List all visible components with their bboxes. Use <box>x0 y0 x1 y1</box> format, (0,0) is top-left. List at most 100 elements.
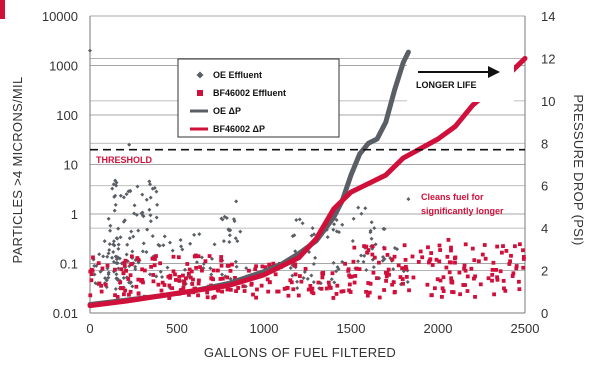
bf46002-effluent-point <box>513 244 517 249</box>
oe-effluent-point <box>148 219 153 224</box>
bf46002-effluent-point <box>326 280 331 285</box>
oe-effluent-point <box>147 272 152 277</box>
right-tick-label: 0 <box>541 306 548 321</box>
bf46002-effluent-point <box>390 257 395 262</box>
bf46002-effluent-point <box>154 254 158 258</box>
bf46002-effluent-point <box>182 279 187 284</box>
bf46002-effluent-point <box>205 290 210 295</box>
bf46002-effluent-point <box>152 263 157 268</box>
bf46002-effluent-point <box>162 283 167 287</box>
oe-effluent-point <box>361 259 366 264</box>
bf46002-effluent-point <box>392 254 397 259</box>
oe-effluent-point <box>136 228 141 233</box>
bf46002-effluent-point <box>521 265 526 270</box>
bf46002-effluent-point <box>254 264 258 269</box>
bf46002-effluent-point <box>354 266 359 271</box>
oe-effluent-point <box>135 184 140 189</box>
bf46002-effluent-point <box>89 278 94 283</box>
bf46002-effluent-point <box>89 272 94 277</box>
oe-effluent-point <box>160 275 165 280</box>
bf46002-effluent-point <box>271 261 276 266</box>
bf46002-effluent-point <box>215 268 220 273</box>
oe-effluent-point <box>158 269 163 274</box>
oe-effluent-point <box>130 249 135 254</box>
oe-effluent-point <box>197 232 202 237</box>
bf46002-effluent-point <box>469 266 474 271</box>
bf46002-effluent-point <box>121 271 126 276</box>
bf46002-effluent-point <box>127 292 131 297</box>
oe-effluent-point <box>313 255 318 260</box>
bf46002-effluent-point <box>171 269 176 274</box>
bf46002-effluent-point <box>303 266 308 271</box>
bf46002-effluent-point <box>282 286 287 291</box>
bf46002-effluent-point <box>346 268 351 273</box>
oe-effluent-point <box>331 260 336 265</box>
oe-effluent-point <box>124 192 129 197</box>
oe-effluent-point <box>141 214 146 219</box>
legend-label-bf46002-dp: BF46002 ΔP <box>213 124 265 134</box>
oe-effluent-point <box>108 223 113 228</box>
oe-effluent-point <box>124 252 129 257</box>
oe-effluent-point <box>178 238 183 243</box>
bf46002-effluent-point <box>142 268 147 273</box>
bf46002-effluent-point <box>432 286 437 291</box>
oe-effluent-point <box>127 142 132 147</box>
bf46002-effluent-point <box>418 249 423 254</box>
oe-effluent-point <box>110 186 115 191</box>
bf46002-effluent-point <box>495 244 500 249</box>
bf46002-effluent-point <box>462 263 467 268</box>
legend: OE Effluent BF46002 Effluent OE ΔP BF460… <box>177 58 340 138</box>
oe-effluent-point <box>111 250 116 255</box>
bf46002-effluent-point <box>438 278 443 283</box>
bf46002-effluent-point <box>173 278 178 282</box>
bf46002-effluent-point <box>159 288 164 293</box>
bf46002-effluent-point <box>370 252 375 257</box>
oe-effluent-point <box>233 236 238 241</box>
oe-effluent-point <box>234 264 239 269</box>
bf46002-effluent-point <box>181 273 185 278</box>
oe-effluent-point <box>368 230 373 235</box>
bf46002-effluent-point <box>450 290 454 294</box>
right-tick-label: 6 <box>541 179 548 194</box>
bf46002-effluent-point <box>267 262 272 267</box>
bf46002-effluent-point <box>185 262 190 266</box>
bf46002-effluent-point <box>386 267 391 272</box>
oe-effluent-point <box>112 208 117 213</box>
bf46002-effluent-point <box>472 276 476 281</box>
oe-effluent-point <box>199 255 204 260</box>
bf46002-effluent-point <box>119 286 123 290</box>
bf46002-effluent-point <box>331 296 336 300</box>
oe-effluent-point <box>111 259 116 264</box>
oe-effluent-point <box>311 280 316 285</box>
bf46002-effluent-point <box>504 248 509 253</box>
bf46002-effluent-point <box>465 274 470 279</box>
bf46002-effluent-point <box>311 291 316 296</box>
left-tick-label: 0.1 <box>60 257 78 272</box>
oe-effluent-point <box>310 226 315 231</box>
bf46002-effluent-point <box>122 261 127 265</box>
bf46002-effluent-point <box>191 277 195 282</box>
bf46002-effluent-point <box>118 280 123 285</box>
bf46002-effluent-point <box>492 292 496 297</box>
oe-effluent-point <box>297 217 302 222</box>
legend-label-bf46002-effluent: BF46002 Effluent <box>213 88 286 98</box>
oe-effluent-point <box>292 233 297 238</box>
bf46002-effluent-point <box>365 250 369 255</box>
bf46002-effluent-point <box>153 257 157 261</box>
bf46002-effluent-point <box>167 283 172 288</box>
oe-effluent-point <box>334 218 339 223</box>
bf46002-effluent-point <box>440 286 445 291</box>
bf46002-effluent-point <box>105 263 110 268</box>
bf46002-effluent-point <box>179 287 184 292</box>
bf46002-effluent-point <box>319 286 324 291</box>
oe-effluent-point <box>129 280 134 285</box>
bf46002-effluent-point <box>521 257 526 261</box>
bf46002-effluent-point <box>253 267 258 272</box>
oe-effluent-point <box>128 189 133 194</box>
bf46002-effluent-point <box>453 260 457 265</box>
threshold-label: THRESHOLD <box>96 155 153 165</box>
oe-effluent-point <box>106 275 111 280</box>
oe-effluent-point <box>148 182 153 187</box>
bf46002-effluent-point <box>113 293 117 298</box>
bf46002-effluent-point <box>196 281 201 286</box>
